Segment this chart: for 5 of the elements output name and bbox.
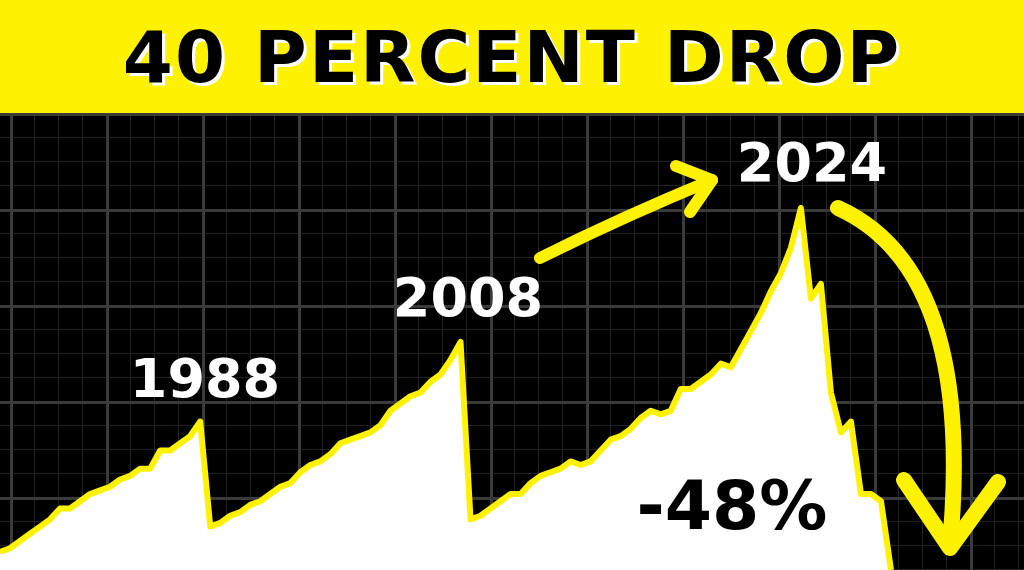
annotation: -48%	[636, 465, 828, 545]
chart-title: 40 PERCENT DROP	[122, 14, 902, 99]
annotation: 2008	[392, 265, 544, 329]
text: 2024	[736, 130, 888, 194]
annotation: 1988	[129, 346, 281, 410]
